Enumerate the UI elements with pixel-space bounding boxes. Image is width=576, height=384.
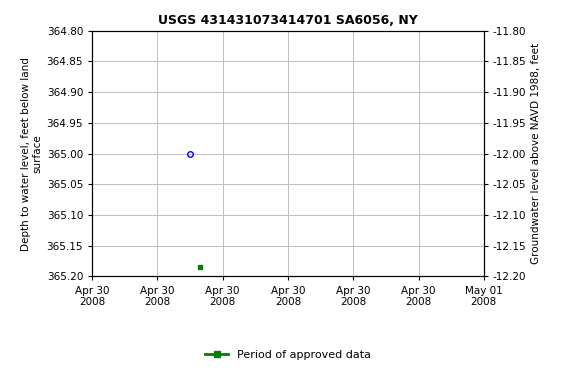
Title: USGS 431431073414701 SA6056, NY: USGS 431431073414701 SA6056, NY [158,14,418,27]
Legend: Period of approved data: Period of approved data [201,346,375,364]
Y-axis label: Depth to water level, feet below land
surface: Depth to water level, feet below land su… [21,57,43,250]
Y-axis label: Groundwater level above NAVD 1988, feet: Groundwater level above NAVD 1988, feet [530,43,541,264]
